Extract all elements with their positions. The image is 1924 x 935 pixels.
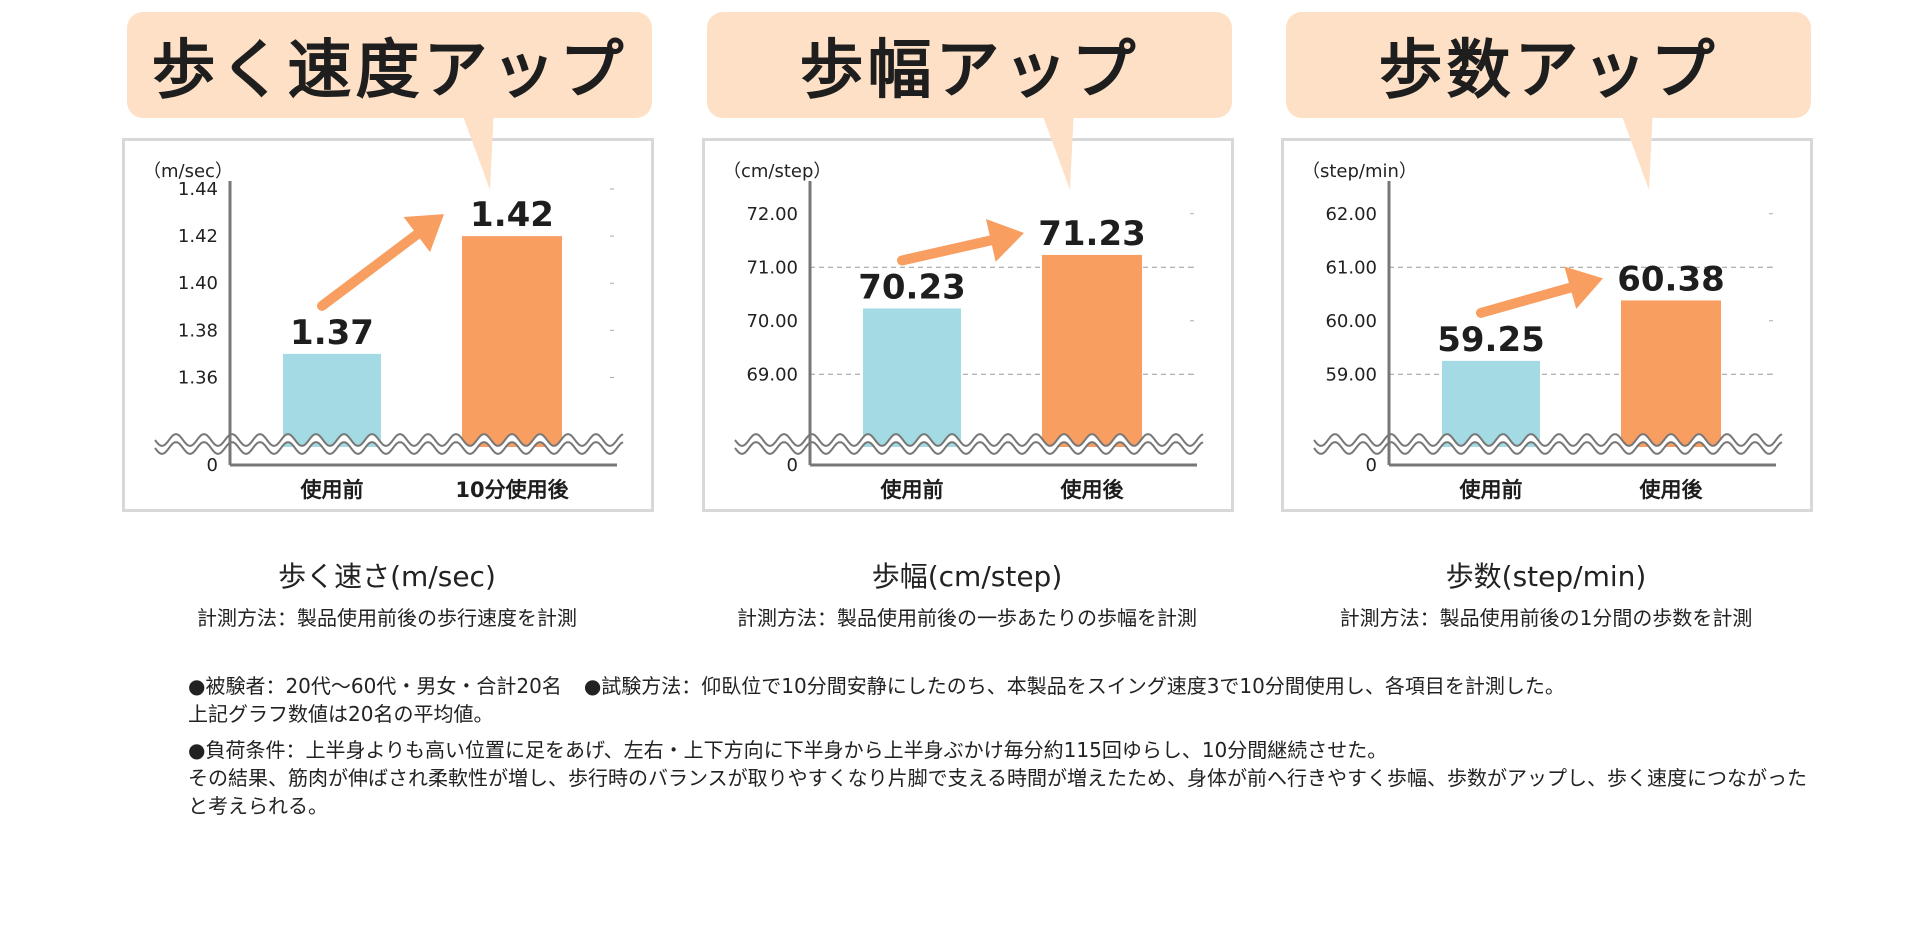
chart-box-step-count: （step/min） 59.25 60.38 0 59.00 60.00 61.00 62.0… — [1281, 138, 1813, 512]
category-label-0: 使用前 — [1459, 478, 1523, 502]
y-tick-label-2: 60.00 — [1325, 311, 1377, 332]
y-tick-label-2: 70.00 — [746, 311, 798, 332]
note-load-condition: ●負荷条件：上半身よりも高い位置に足をあげ、左右・上下方向に下半身から上半身ぶか… — [188, 738, 1388, 762]
category-label-1: 10分使用後 — [455, 478, 569, 502]
y-tick-label-4: 72.00 — [746, 204, 798, 225]
category-label-0: 使用前 — [300, 478, 364, 502]
axis-break-line-bottom — [154, 441, 624, 455]
increase-arrow-head — [985, 218, 1024, 262]
note-result: その結果、筋肉が伸ばされ柔軟性が増し、歩行時のバランスが取りやすくなり片脚で支え… — [188, 766, 1807, 818]
y-tick-label-0: 0 — [1366, 455, 1377, 476]
y-tick-label-1: 1.36 — [178, 367, 218, 388]
notes-line-1: ●被験者：20代～60代・男女・合計20名 ●試験方法：仰臥位で10分間安静にした… — [188, 672, 1808, 728]
banner-stride: 歩幅アップ — [707, 12, 1232, 118]
category-label-0: 使用前 — [880, 478, 944, 502]
bar-before — [863, 308, 961, 447]
axis-break-line-top — [154, 433, 624, 447]
y-unit-label: （cm/step） — [723, 161, 831, 182]
value-label-0: 1.37 — [290, 313, 374, 353]
y-unit-label: （m/sec） — [143, 161, 233, 182]
bar-before — [1442, 360, 1540, 447]
y-tick-label-3: 1.40 — [178, 273, 218, 294]
axis-break-line-bottom — [1313, 441, 1783, 455]
y-tick-label-2: 1.38 — [178, 320, 218, 341]
y-tick-label-5: 1.44 — [178, 179, 218, 200]
chart-box-walking-speed: （m/sec） 1.37 1.42 0 1.36 1.38 1.40 1.42 1.44 使用前 1… — [122, 138, 654, 512]
note-method: ●試験方法：仰臥位で10分間安静にしたのち、本製品をスイング速度3で10分間使用… — [583, 674, 1565, 698]
bar-after — [1042, 254, 1142, 447]
category-label-1: 使用後 — [1639, 478, 1704, 502]
note-subjects: ●被験者：20代～60代・男女・合計20名 — [188, 674, 562, 698]
bar-after — [462, 236, 562, 447]
increase-arrow-head — [1564, 266, 1603, 309]
note-average: 上記グラフ数値は20名の平均値。 — [188, 702, 494, 726]
chart-panel-walking-speed: 歩く速度アップ （m/sec） 1.37 1.42 0 1.36 1.38 1.40 1.42… — [122, 12, 654, 517]
banner-tail-2 — [1619, 108, 1653, 190]
banner-tail-shape — [1619, 108, 1653, 190]
caption-title-step-count: 歩数(step/min) — [1445, 560, 1647, 593]
y-tick-label-1: 69.00 — [746, 364, 798, 385]
axis-break-line-top — [1313, 433, 1783, 447]
chart-panel-stride: 歩幅アップ （cm/step） 70.23 71.23 0 69.00 70.00 71.0… — [702, 12, 1234, 517]
banner-tail-1 — [1040, 108, 1074, 190]
increase-arrow-head — [403, 214, 444, 253]
y-tick-label-4: 1.42 — [178, 226, 218, 247]
banner-walking-speed: 歩く速度アップ — [127, 12, 652, 118]
value-label-1: 71.23 — [1038, 214, 1146, 254]
caption-desc-stride: 計測方法：製品使用前後の一歩あたりの歩幅を計測 — [737, 606, 1197, 630]
bar-after — [1621, 300, 1721, 447]
caption-title-stride: 歩幅(cm/step) — [871, 560, 1063, 593]
increase-arrow-shaft — [317, 229, 422, 311]
category-label-1: 使用後 — [1060, 478, 1125, 502]
y-tick-label-4: 62.00 — [1325, 204, 1377, 225]
y-tick-label-3: 71.00 — [746, 257, 798, 278]
banner-step-count: 歩数アップ — [1286, 12, 1811, 118]
caption-desc-step-count: 計測方法：製品使用前後の1分間の歩数を計測 — [1339, 606, 1753, 630]
caption-title-walking-speed: 歩く速さ(m/sec) — [278, 560, 496, 593]
y-tick-label-3: 61.00 — [1325, 257, 1377, 278]
chart-step-count: （step/min） 59.25 60.38 0 59.00 60.00 61.00 62.0… — [1302, 161, 1783, 502]
increase-arrow-shaft — [1476, 282, 1576, 318]
value-label-0: 59.25 — [1437, 320, 1545, 360]
banner-tail-0 — [460, 108, 494, 190]
chart-walking-speed: （m/sec） 1.37 1.42 0 1.36 1.38 1.40 1.42 1.44 使用前 1… — [143, 161, 624, 502]
chart-panel-step-count: 歩数アップ （step/min） 59.25 60.38 0 59.00 60.00 61.… — [1281, 12, 1813, 517]
caption-desc-walking-speed: 計測方法：製品使用前後の歩行速度を計測 — [197, 606, 577, 630]
notes-line-2: ●負荷条件：上半身よりも高い位置に足をあげ、左右・上下方向に下半身から上半身ぶか… — [188, 736, 1808, 820]
value-label-1: 60.38 — [1617, 259, 1725, 299]
y-unit-label: （step/min） — [1302, 161, 1417, 182]
y-tick-label-1: 59.00 — [1325, 364, 1377, 385]
chart-box-stride: （cm/step） 70.23 71.23 0 69.00 70.00 71.00 72.00… — [702, 138, 1234, 512]
notes: ●被験者：20代～60代・男女・合計20名 ●試験方法：仰臥位で10分間安静にした… — [188, 672, 1808, 828]
banner-tail-shape — [1040, 108, 1074, 190]
bar-before — [283, 353, 381, 447]
value-label-0: 70.23 — [858, 267, 966, 307]
chart-stride: （cm/step） 70.23 71.23 0 69.00 70.00 71.00 72.00… — [723, 161, 1204, 502]
y-tick-label-0: 0 — [207, 455, 218, 476]
banner-tail-shape — [460, 108, 494, 190]
value-label-1: 1.42 — [470, 195, 554, 235]
increase-arrow-shaft — [897, 235, 996, 266]
y-tick-label-0: 0 — [787, 455, 798, 476]
axis-break-line-top — [734, 433, 1204, 447]
axis-break-line-bottom — [734, 441, 1204, 455]
